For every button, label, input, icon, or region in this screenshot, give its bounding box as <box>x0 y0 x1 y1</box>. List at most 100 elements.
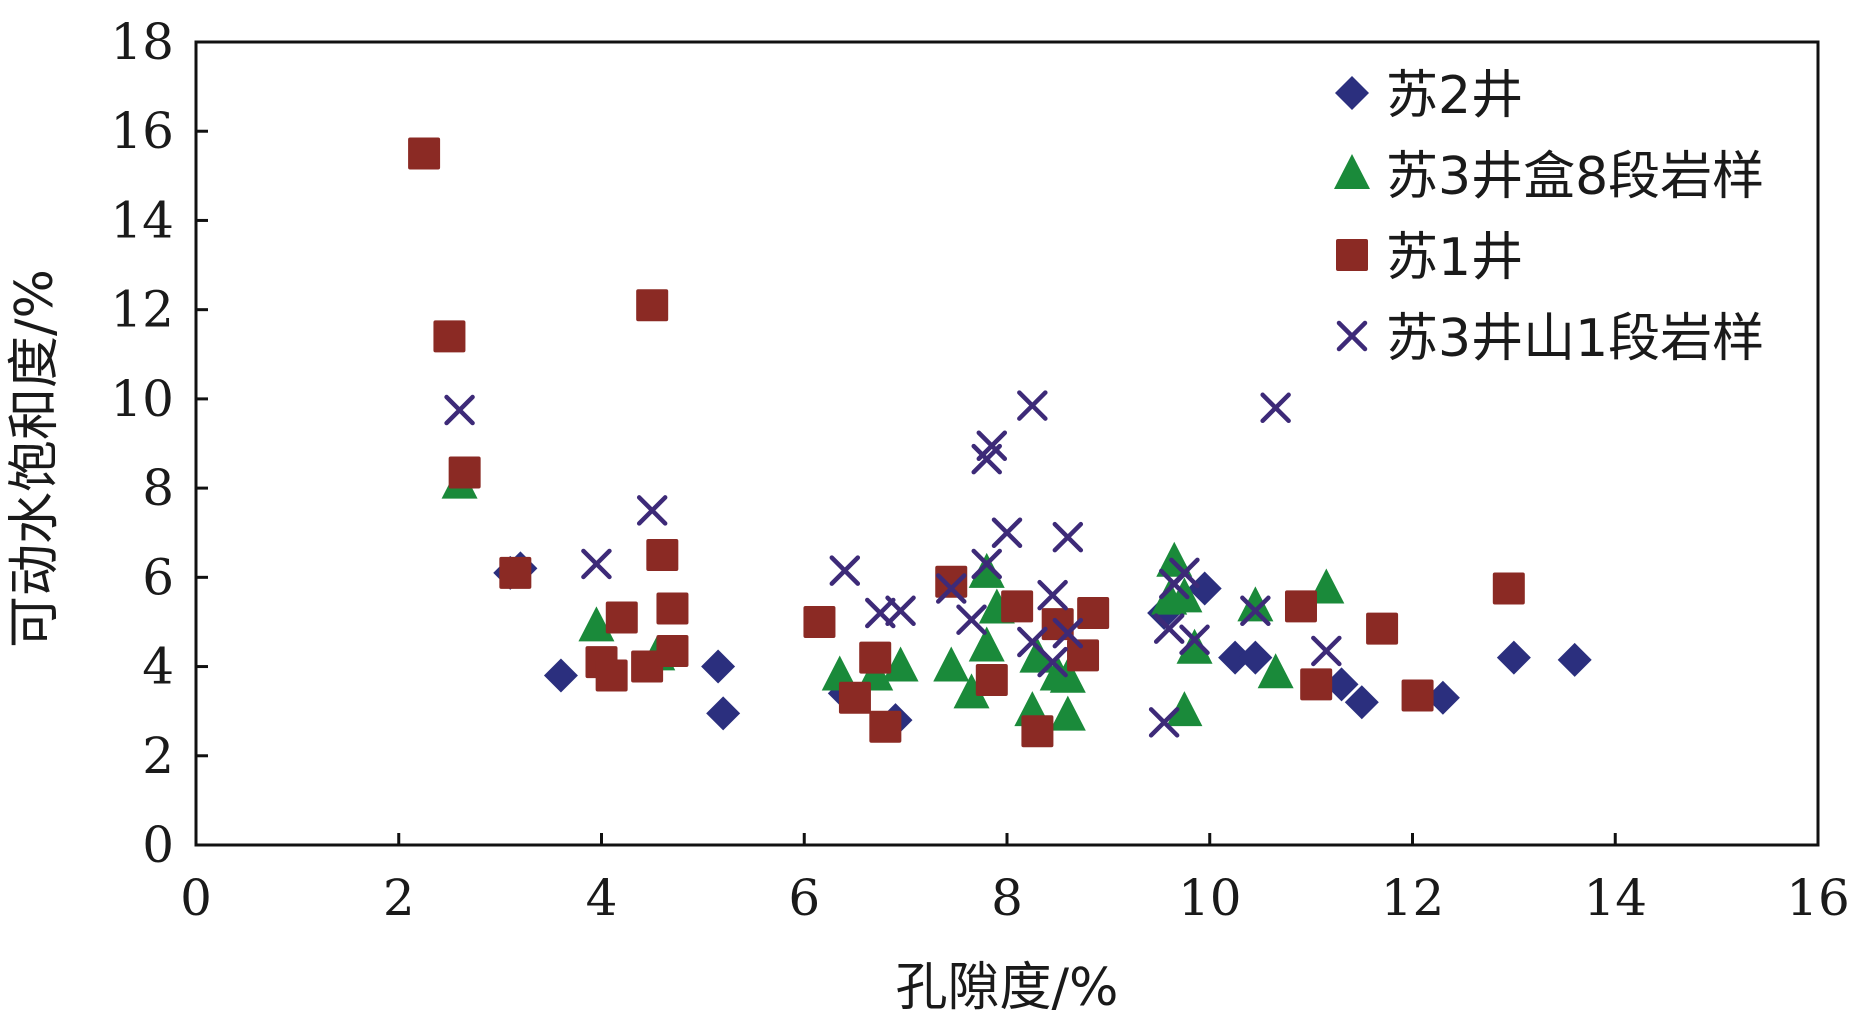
x-tick-label: 4 <box>586 869 618 927</box>
data-point-square <box>1300 668 1333 701</box>
data-point-cross <box>1052 521 1084 553</box>
x-tick-label: 0 <box>180 869 212 927</box>
data-point-cross <box>1148 707 1180 738</box>
data-point-cross <box>991 517 1023 548</box>
data-point-square <box>499 556 532 589</box>
y-tick-label: 2 <box>142 727 174 785</box>
data-point-diamond <box>1187 571 1222 606</box>
data-point-square <box>935 565 968 598</box>
chart-marks <box>408 137 1592 748</box>
data-point-square <box>838 681 871 714</box>
data-point-square <box>1077 597 1110 630</box>
data-point-cross <box>1037 579 1068 611</box>
legend-label: 苏2井 <box>1386 66 1523 126</box>
data-point-cross <box>885 595 916 627</box>
data-point-square <box>1284 590 1317 623</box>
data-point-square <box>1067 639 1100 672</box>
data-point-square <box>1366 612 1399 645</box>
data-point-cross <box>444 394 475 426</box>
x-tick-label: 16 <box>1786 869 1849 927</box>
series-square <box>408 137 1525 748</box>
data-point-cross <box>976 430 1008 461</box>
y-tick-label: 14 <box>110 191 174 249</box>
y-tick-label: 8 <box>142 459 174 517</box>
data-point-square <box>605 601 638 634</box>
x-tick-label: 12 <box>1381 869 1445 927</box>
legend-label: 苏3井盒8段岩样 <box>1386 147 1764 207</box>
data-point-triangle <box>578 606 615 642</box>
data-point-cross <box>1240 595 1271 627</box>
legend-marker-square <box>1336 239 1368 271</box>
data-point-cross <box>636 495 668 526</box>
x-tick-label: 10 <box>1178 869 1242 927</box>
data-point-square <box>656 634 689 667</box>
data-point-square <box>433 320 466 353</box>
data-point-cross <box>1311 635 1342 667</box>
legend-label: 苏3井山1段岩样 <box>1386 309 1764 369</box>
data-point-triangle <box>968 552 1005 588</box>
y-tick-label: 6 <box>142 548 174 606</box>
data-point-square <box>656 592 689 625</box>
data-point-cross <box>1153 613 1185 644</box>
data-point-triangle <box>953 673 990 709</box>
data-point-cross <box>1260 392 1291 424</box>
data-point-triangle <box>933 646 970 682</box>
x-axis-title: 孔隙度/% <box>896 958 1119 1018</box>
y-tick-label: 16 <box>110 102 174 160</box>
data-point-cross <box>1052 617 1084 649</box>
data-point-diamond <box>1324 667 1359 702</box>
y-axis-title: 可动水饱和度/% <box>5 269 65 648</box>
legend-label: 苏1井 <box>1386 228 1523 288</box>
data-point-cross <box>956 604 987 635</box>
data-point-cross <box>581 548 612 580</box>
data-point-triangle <box>1237 586 1274 622</box>
legend-marker-cross <box>1336 320 1368 352</box>
legend-marker-diamond <box>1335 76 1369 110</box>
data-point-triangle <box>1308 568 1345 604</box>
x-tick-label: 6 <box>788 869 820 927</box>
data-point-cross <box>971 548 1002 580</box>
data-point-square <box>1401 679 1434 712</box>
data-point-triangle <box>1166 691 1203 727</box>
data-point-square <box>636 289 669 322</box>
data-point-triangle <box>1156 541 1193 577</box>
legend-item: 苏2井 <box>1335 66 1523 126</box>
data-point-diamond <box>1218 640 1253 675</box>
data-point-cross <box>1037 646 1068 678</box>
data-point-diamond <box>1344 685 1379 720</box>
x-tick-label: 2 <box>383 869 415 927</box>
series-cross <box>444 390 1342 738</box>
axes: 0 2 4 6 8 10 12 14 16 0 2 4 6 8 10 12 14 16 18 <box>110 13 1849 927</box>
data-point-square <box>803 605 836 638</box>
y-tick-label: 0 <box>142 816 174 874</box>
data-point-square <box>859 641 892 674</box>
data-point-triangle <box>1049 695 1086 731</box>
data-point-square <box>646 539 679 572</box>
data-point-triangle <box>1019 637 1056 673</box>
data-point-triangle <box>968 626 1005 662</box>
data-point-cross <box>935 573 967 604</box>
data-point-diamond <box>706 696 741 731</box>
data-point-cross <box>829 555 861 586</box>
data-point-square <box>1021 715 1054 748</box>
x-tick-label: 14 <box>1583 869 1647 927</box>
data-point-square <box>408 137 441 170</box>
x-tick-label: 8 <box>991 869 1023 927</box>
y-tick-label: 18 <box>110 13 174 71</box>
data-point-diamond <box>1238 640 1273 675</box>
data-point-square <box>448 456 481 489</box>
y-tick-label: 10 <box>110 370 174 428</box>
legend-item: 苏3井山1段岩样 <box>1336 309 1764 369</box>
data-point-cross <box>1179 624 1210 656</box>
data-point-triangle <box>821 655 858 691</box>
data-point-diamond <box>543 658 578 693</box>
legend-item: 苏1井 <box>1336 228 1523 288</box>
data-point-square <box>975 663 1008 696</box>
data-point-square <box>631 650 664 683</box>
data-point-cross <box>1017 390 1048 421</box>
data-point-square <box>869 710 902 743</box>
data-point-square <box>1001 590 1034 623</box>
data-point-square <box>595 659 628 692</box>
